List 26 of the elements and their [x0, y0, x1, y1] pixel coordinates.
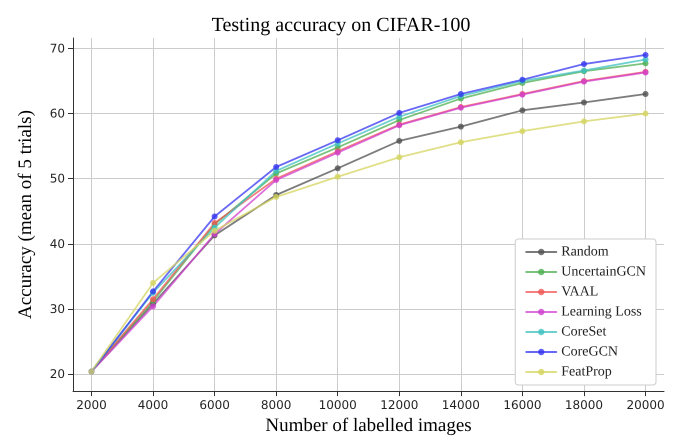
x-tick-label: 10000 [318, 398, 357, 412]
x-tick-label: 16000 [503, 398, 542, 412]
legend-label: UncertainGCN [561, 264, 646, 280]
x-axis-title: Number of labelled images [265, 415, 472, 436]
legend-label: Random [561, 244, 609, 260]
x-tick-label: 4000 [138, 398, 168, 412]
y-tick-label: 70 [50, 41, 65, 56]
legend-label: CoreSet [561, 324, 606, 340]
x-tick-label: 14000 [442, 398, 480, 412]
y-tick-label: 30 [50, 302, 65, 316]
x-tick-label: 8000 [260, 398, 292, 412]
legend-label: CoreGCN [561, 344, 618, 360]
chart-title: Testing accuracy on CIFAR-100 [212, 14, 470, 36]
legend-label: Learning Loss [561, 304, 642, 320]
legend-label: VAAL [561, 284, 598, 300]
y-tick-label: 20 [50, 367, 65, 382]
x-tick-label: 2000 [76, 398, 107, 412]
y-tick-label: 40 [50, 236, 65, 251]
y-axis-title: Accuracy (mean of 5 trials) [15, 110, 36, 320]
x-tick-label: 6000 [199, 398, 230, 412]
y-tick-label: 60 [50, 106, 65, 121]
legend-label: FeatProp [561, 364, 612, 380]
x-tick-label: 12000 [380, 398, 418, 412]
x-tick-label: 18000 [564, 398, 604, 412]
x-tick-label: 20000 [626, 398, 665, 412]
y-tick-label: 50 [50, 172, 65, 186]
